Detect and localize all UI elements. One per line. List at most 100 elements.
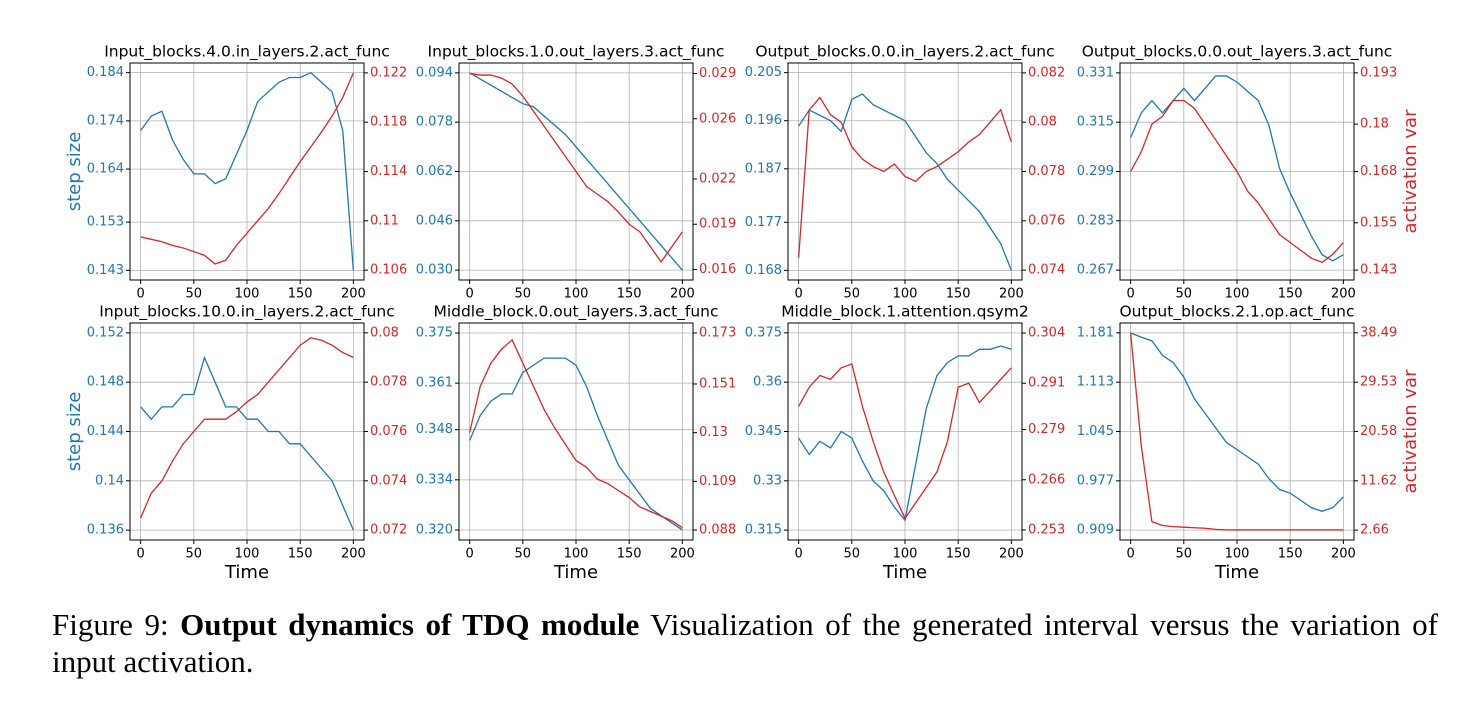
x-tick-label: 0 [1126,547,1134,562]
y-tick-label: 0.187 [745,161,782,176]
y2-tick-label: 0.122 [370,65,407,80]
data-line [798,363,1012,520]
subplot-title: Input_blocks.4.0.in_layers.2.act_func [104,43,390,62]
y-tick-label: 0.315 [745,523,782,538]
x-tick-label: 0 [465,547,473,562]
subplot-title: Output_blocks.0.0.out_layers.3.act_func [1082,43,1393,62]
plot-frame [1119,62,1355,281]
y2-tick-label: 11.62 [1360,473,1397,488]
y2-tick-label: 0.155 [1360,215,1397,230]
y2-tick-label: 0.266 [1028,472,1065,487]
x-tick-label: 150 [617,287,642,302]
y-tick-label: 0.283 [1077,213,1114,228]
x-tick-label: 0 [136,287,144,302]
y-tick-label: 0.148 [87,375,124,390]
subplot-title: Output_blocks.2.1.op.act_func [1119,303,1354,322]
y2-tick-label: 0.016 [699,262,736,277]
y2-tick-label: 0.114 [370,164,407,179]
y-tick-label: 0.320 [416,522,453,537]
x-tick-label: 150 [946,547,971,562]
x-tick-label: 150 [1278,547,1303,562]
y2-tick-label: 0.193 [1360,65,1397,80]
y-tick-label: 0.299 [1077,164,1114,179]
y-tick-label: 0.205 [745,65,782,80]
y2-tick-label: 0.029 [699,66,736,81]
plot-frame [787,62,1023,281]
x-axis-label: Time [1214,562,1259,583]
x-tick-label: 100 [235,547,260,562]
caption-title: Output dynamics of TDQ module [180,607,640,642]
y2-tick-label: 0.109 [699,474,736,489]
x-tick-label: 200 [999,287,1024,302]
y-tick-label: 0.345 [745,424,782,439]
y-tick-label: 0.334 [416,472,453,487]
x-tick-label: 100 [1225,287,1250,302]
x-tick-label: 200 [1331,287,1356,302]
x-tick-label: 100 [893,547,918,562]
x-tick-label: 150 [288,547,313,562]
x-tick-label: 200 [341,287,366,302]
y2-tick-label: 0.078 [1028,164,1065,179]
y2-tick-label: 0.019 [699,217,736,232]
y-tick-label: 1.113 [1077,375,1114,390]
x-tick-label: 50 [186,547,203,562]
y-tick-label: 0.14 [95,473,124,488]
y2-tick-label: 0.082 [1028,65,1065,80]
y2-tick-label: 20.58 [1360,424,1397,439]
plot-frame [129,62,365,281]
x-tick-label: 0 [1126,287,1134,302]
y-tick-label: 0.143 [87,263,124,278]
y2-tick-label: 0.076 [370,424,407,439]
y-tick-label: 0.361 [416,376,453,391]
y-tick-label: 0.177 [745,215,782,230]
caption: Figure 9: Output dynamics of TDQ module … [52,606,1438,680]
x-tick-label: 100 [235,287,260,302]
y-tick-label: 0.152 [87,325,124,340]
x-tick-label: 200 [999,547,1024,562]
y-tick-label: 0.33 [753,473,782,488]
data-line [140,72,354,265]
x-axis-label: Time [553,562,598,583]
y2-tick-label: 0.173 [699,325,736,340]
data-line [469,72,683,271]
y-tick-label: 1.045 [1077,424,1114,439]
x-tick-label: 50 [515,547,532,562]
y2-tick-label: 0.13 [699,425,728,440]
x-axis-label: Time [224,562,269,583]
figure: Input_blocks.4.0.in_layers.2.act_func 0 50… [64,43,1421,584]
y2-tick-label: 0.106 [370,263,407,278]
y2-tick-label: 38.49 [1360,325,1397,340]
y-tick-label: 0.331 [1077,65,1114,80]
x-tick-label: 0 [794,287,802,302]
y-tick-label: 0.078 [416,115,453,130]
y-tick-label: 0.046 [416,213,453,228]
y-tick-label: 0.267 [1077,263,1114,278]
y-tick-label: 0.375 [745,325,782,340]
y-tick-label: 0.094 [416,65,453,80]
y2-tick-label: 0.088 [699,523,736,538]
x-tick-label: 50 [515,287,532,302]
y-tick-label: 1.181 [1077,325,1114,340]
y2-tick-label: 0.072 [370,523,407,538]
subplot-title: Input_blocks.10.0.in_layers.2.act_func [99,303,394,322]
x-tick-label: 50 [844,287,861,302]
x-tick-label: 200 [670,287,695,302]
y2-tick-label: 0.078 [370,375,407,390]
y-axis-label: step size [64,392,85,472]
data-line [469,357,683,531]
caption-text: Visualization of the generated interval … [52,607,1438,679]
y-tick-label: 0.184 [87,65,124,80]
data-line [1130,332,1344,512]
x-tick-label: 150 [288,287,313,302]
x-tick-label: 50 [1176,287,1193,302]
x-tick-label: 200 [341,547,366,562]
plot-frame [1119,322,1355,541]
y-tick-label: 0.153 [87,215,124,230]
y2-tick-label: 0.291 [1028,376,1065,391]
y2-tick-label: 0.253 [1028,522,1065,537]
y-tick-label: 0.196 [745,113,782,128]
y2-tick-label: 0.026 [699,111,736,126]
x-tick-label: 0 [794,547,802,562]
x-tick-label: 50 [844,547,861,562]
